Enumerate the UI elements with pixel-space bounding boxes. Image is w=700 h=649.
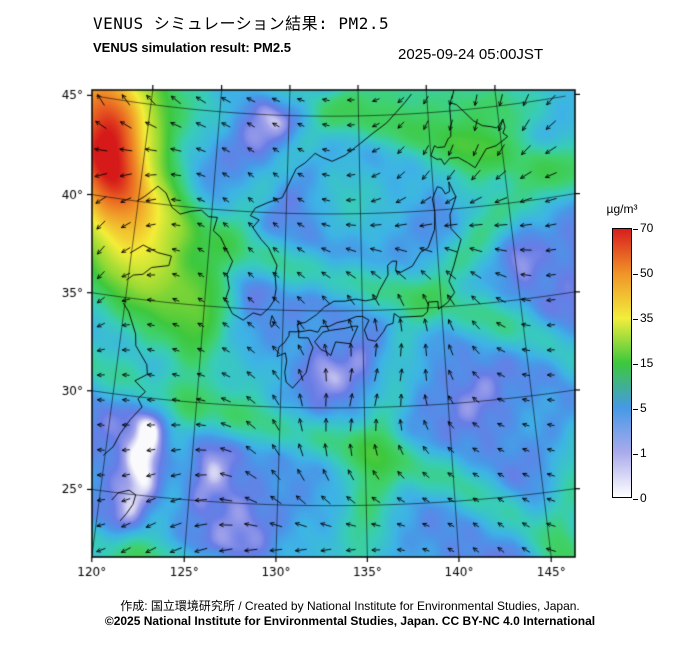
colorbar-tick-mark [633,498,638,500]
license-line: ©2025 National Institute for Environment… [104,614,596,628]
colorbar-tick-label: 35 [640,311,654,325]
colorbar-tick-mark [633,273,638,275]
colorbar-tick-label: 5 [640,401,647,415]
timestamp: 2025-09-24 05:00JST [398,46,544,63]
colorbar-tick-label: 1 [640,446,647,460]
colorbar-tick-mark [633,318,638,320]
colorbar-tick-mark [633,363,638,365]
map-canvas [40,78,600,590]
colorbar-tick-mark [633,228,638,230]
colorbar-tick-mark [633,408,638,410]
colorbar-tick-mark [633,453,638,455]
colorbar-tick-label: 0 [640,491,647,505]
colorbar-ticks: 0 1 5 15 35 50 70 [640,221,676,505]
colorbar-tick-label: 50 [640,266,654,280]
colorbar-tick-label: 70 [640,221,654,235]
title-japanese: VENUS シミュレーション結果: PM2.5 [93,14,390,33]
colorbar [612,228,638,500]
title-english: VENUS simulation result: PM2.5 [93,40,291,55]
credit-line: 作成: 国立環境研究所 / Created by National Instit… [120,599,580,613]
colorbar-tick-label: 15 [640,356,654,370]
colorbar-unit-label: µg/m³ [606,202,638,216]
